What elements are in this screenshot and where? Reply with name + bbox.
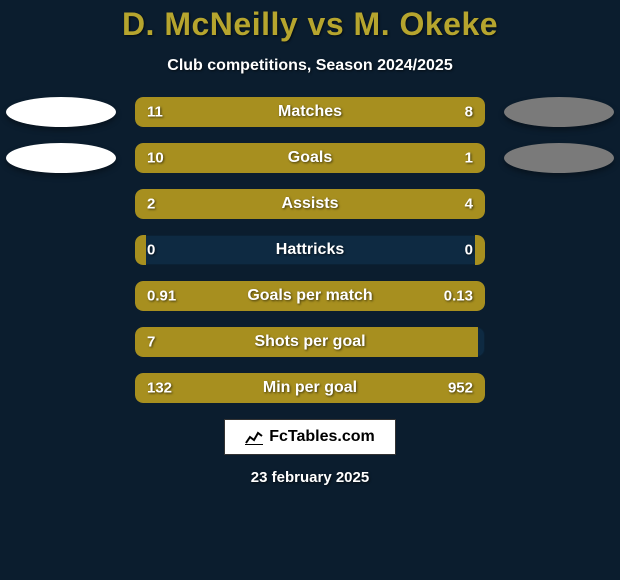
stat-bar: 0.91 Goals per match 0.13 — [135, 281, 485, 311]
stat-value-right: 0 — [465, 242, 473, 259]
stat-bar-left — [135, 97, 387, 127]
stat-bar: 11 Matches 8 — [135, 97, 485, 127]
stat-bar-right — [475, 235, 486, 265]
stat-value-right: 8 — [465, 104, 473, 121]
stat-row: 132 Min per goal 952 — [0, 373, 620, 403]
stat-value-right: 1 — [465, 150, 473, 167]
player-left-marker — [6, 143, 116, 173]
stat-label: Shots per goal — [254, 333, 365, 351]
stat-row: 2 Assists 4 — [0, 189, 620, 219]
stat-value-left: 0.91 — [147, 288, 176, 305]
stat-label: Goals — [288, 149, 332, 167]
player-right-marker — [504, 143, 614, 173]
page-title: D. McNeilly vs M. Okeke — [0, 6, 620, 43]
player-right-marker — [504, 97, 614, 127]
stat-bar: 10 Goals 1 — [135, 143, 485, 173]
stat-label: Goals per match — [247, 287, 372, 305]
stat-bar: 2 Assists 4 — [135, 189, 485, 219]
stat-label: Matches — [278, 103, 342, 121]
source-badge: FcTables.com — [224, 419, 396, 455]
stat-value-right: 952 — [448, 380, 473, 397]
stat-row: 10 Goals 1 — [0, 143, 620, 173]
stat-row: 0.91 Goals per match 0.13 — [0, 281, 620, 311]
stat-label: Hattricks — [276, 241, 344, 259]
stat-value-left: 10 — [147, 150, 164, 167]
stat-value-right: 0.13 — [444, 288, 473, 305]
stat-row: 0 Hattricks 0 — [0, 235, 620, 265]
stat-bar-left — [135, 143, 401, 173]
stat-bar: 132 Min per goal 952 — [135, 373, 485, 403]
stat-rows: 11 Matches 8 10 Goals 1 2 Assists 4 0 Hattricks 0 0.… — [0, 97, 620, 403]
stat-label: Assists — [282, 195, 339, 213]
stat-label: Min per goal — [263, 379, 357, 397]
stat-value-left: 0 — [147, 242, 155, 259]
stat-bar: 0 Hattricks 0 — [135, 235, 485, 265]
stat-row: 11 Matches 8 — [0, 97, 620, 127]
date-text: 23 february 2025 — [0, 469, 620, 486]
chart-icon — [245, 429, 263, 445]
source-badge-wrap: FcTables.com — [0, 419, 620, 455]
comparison-card: D. McNeilly vs M. Okeke Club competition… — [0, 0, 620, 580]
source-badge-text: FcTables.com — [269, 428, 375, 446]
stat-value-left: 7 — [147, 334, 155, 351]
stat-value-left: 11 — [147, 104, 163, 121]
subtitle: Club competitions, Season 2024/2025 — [0, 57, 620, 75]
stat-row: 7 Shots per goal — [0, 327, 620, 357]
stat-value-left: 132 — [147, 380, 172, 397]
stat-value-right: 4 — [465, 196, 473, 213]
stat-bar: 7 Shots per goal — [135, 327, 485, 357]
stat-value-left: 2 — [147, 196, 155, 213]
player-left-marker — [6, 97, 116, 127]
stat-bar-left — [135, 235, 146, 265]
